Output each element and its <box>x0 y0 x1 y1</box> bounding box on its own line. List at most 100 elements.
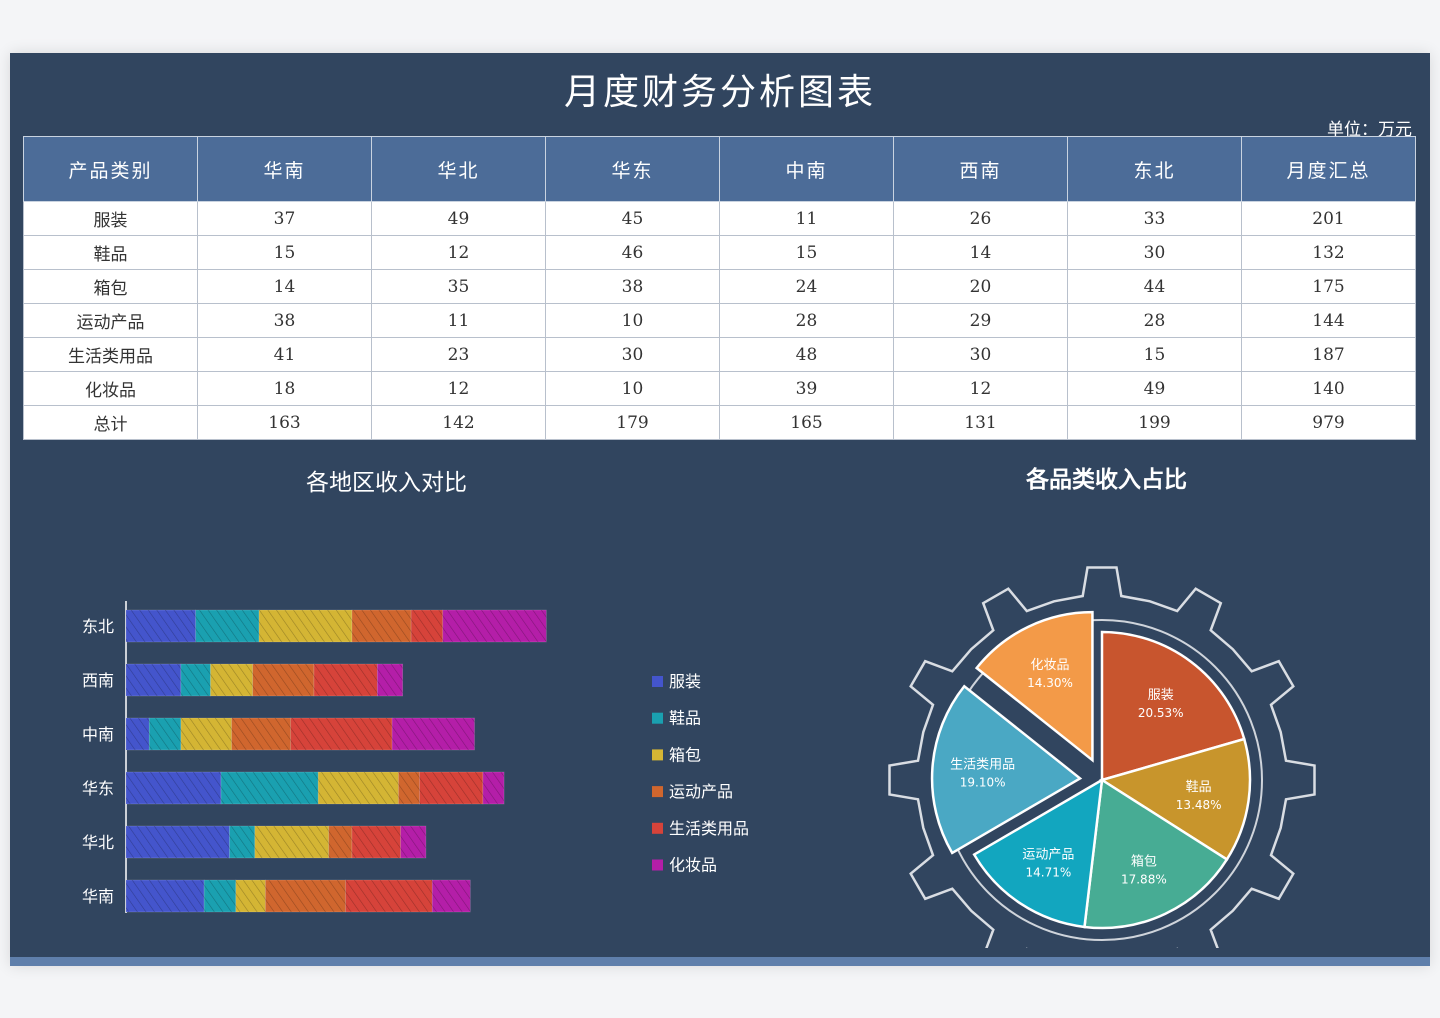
slice-percent-label: 17.88% <box>1121 872 1167 886</box>
header-cell: 西南 <box>893 136 1068 202</box>
value-cell: 132 <box>1241 235 1416 270</box>
category-cell: 运动产品 <box>23 303 198 338</box>
value-cell: 46 <box>545 235 720 270</box>
bar-segment-texture <box>126 826 230 858</box>
bar-segment-texture <box>328 826 352 858</box>
value-cell: 131 <box>893 405 1068 440</box>
value-cell: 41 <box>197 337 372 372</box>
table-header-row: 产品类别 华南 华北 华东 中南 西南 东北 月度汇总 <box>23 136 1416 202</box>
value-cell: 142 <box>371 405 546 440</box>
header-cell: 产品类别 <box>23 136 198 202</box>
bar-segment-texture <box>482 772 505 804</box>
bar-segment-texture <box>432 880 471 912</box>
header-cell: 华南 <box>197 136 372 202</box>
bar-segment-texture <box>419 772 483 804</box>
legend-label: 运动产品 <box>669 782 733 801</box>
unit-label: 单位：万元 <box>1327 120 1412 140</box>
bar-segment-texture <box>392 718 475 750</box>
bar-segment-texture <box>229 826 255 858</box>
bar-segment-texture <box>398 772 420 804</box>
page-title: 月度财务分析图表 <box>563 72 876 113</box>
bar-segment-texture <box>126 718 150 750</box>
table-row: 运动产品 38 11 10 28 29 28 144 <box>23 303 1416 338</box>
value-cell: 187 <box>1241 337 1416 372</box>
slice-name-label: 运动产品 <box>1022 848 1074 863</box>
value-cell: 37 <box>197 201 372 236</box>
value-cell: 140 <box>1241 371 1416 406</box>
gear-outline <box>888 566 1316 948</box>
value-cell: 10 <box>545 303 720 338</box>
category-cell: 服装 <box>23 201 198 236</box>
value-cell: 23 <box>371 337 546 372</box>
legend-swatch <box>652 749 663 761</box>
legend-label: 服装 <box>669 672 701 691</box>
value-cell: 163 <box>197 405 372 440</box>
y-tick-label: 西南 <box>82 671 114 690</box>
pie-slice <box>930 684 1083 855</box>
value-cell: 11 <box>371 303 546 338</box>
bar-segment-texture <box>318 772 399 804</box>
value-cell: 175 <box>1241 269 1416 304</box>
table-row: 生活类用品 41 23 30 48 30 15 187 <box>23 337 1416 372</box>
value-cell: 10 <box>545 371 720 406</box>
value-cell: 39 <box>719 371 894 406</box>
bar-chart-title: 各地区收入对比 <box>306 470 467 496</box>
value-cell: 179 <box>545 405 720 440</box>
slice-name-label: 化妆品 <box>1031 658 1070 673</box>
y-tick-label: 东北 <box>82 617 114 636</box>
bar-segment-texture <box>442 610 547 642</box>
value-cell: 18 <box>197 371 372 406</box>
value-cell: 30 <box>545 337 720 372</box>
bar-segment-texture <box>313 664 378 696</box>
legend-swatch <box>652 786 663 798</box>
slice-name-label: 鞋品 <box>1186 779 1212 795</box>
slice-percent-label: 19.10% <box>960 775 1006 789</box>
table-row: 化妆品 18 12 10 39 12 49 140 <box>23 371 1416 406</box>
bar-segment-texture <box>235 880 266 912</box>
legend-label: 鞋品 <box>669 709 701 728</box>
legend-swatch <box>652 859 663 871</box>
category-cell: 化妆品 <box>23 371 198 406</box>
pie-slice <box>1100 630 1246 782</box>
category-share-pie-chart: 服装 20.53% 鞋品 13.48% 箱包 17.88% 运动产品 14.71% 生活类用品 1… <box>888 566 1316 948</box>
value-cell: 199 <box>1067 405 1242 440</box>
pie-chart-title: 各品类收入占比 <box>1026 467 1187 493</box>
y-tick-label: 华东 <box>82 779 114 798</box>
table-row: 鞋品 15 12 46 15 14 30 132 <box>23 235 1416 270</box>
header-cell: 华东 <box>545 136 720 202</box>
revenue-table: 产品类别 华南 华北 华东 中南 西南 东北 月度汇总 服装 37 49 45 11 26… <box>23 136 1416 440</box>
bar-segment-texture <box>180 718 232 750</box>
legend-label: 生活类用品 <box>669 819 749 838</box>
bar-segment-texture <box>351 610 412 642</box>
value-cell: 15 <box>1067 337 1242 372</box>
bar-segment-texture <box>221 772 319 804</box>
bar-segment-texture <box>195 610 260 642</box>
value-cell: 28 <box>1067 303 1242 338</box>
value-cell: 49 <box>371 201 546 236</box>
category-cell: 总计 <box>23 405 198 440</box>
bar-segment-texture <box>400 826 426 858</box>
header-cell: 中南 <box>719 136 894 202</box>
y-tick-label: 华南 <box>82 887 114 906</box>
legend-label: 箱包 <box>669 745 701 764</box>
value-cell: 979 <box>1241 405 1416 440</box>
header-cell: 月度汇总 <box>1241 136 1416 202</box>
slice-percent-label: 20.53% <box>1138 706 1184 720</box>
value-cell: 45 <box>545 201 720 236</box>
table-row: 箱包 14 35 38 24 20 44 175 <box>23 269 1416 304</box>
value-cell: 33 <box>1067 201 1242 236</box>
slice-percent-label: 14.71% <box>1026 866 1072 880</box>
bar-segment-texture <box>254 826 329 858</box>
value-cell: 29 <box>893 303 1068 338</box>
regional-revenue-bar-chart: 东北西南中南华东华北华南050100150200250服装鞋品箱包运动产品生活类… <box>82 601 749 913</box>
bar-segment-texture <box>252 664 314 696</box>
bar-segment-texture <box>126 772 222 804</box>
value-cell: 165 <box>719 405 894 440</box>
bar-segment-texture <box>259 610 352 642</box>
table-row: 服装 37 49 45 11 26 33 201 <box>23 201 1416 236</box>
y-tick-label: 中南 <box>82 725 114 744</box>
pie-slice <box>974 610 1094 763</box>
header-cell: 华北 <box>371 136 546 202</box>
report-sheet: 月度财务分析图表 单位：万元 产品类别 华南 华北 华东 中南 西南 东北 月度… <box>10 53 1430 966</box>
y-tick-label: 华北 <box>82 833 114 852</box>
